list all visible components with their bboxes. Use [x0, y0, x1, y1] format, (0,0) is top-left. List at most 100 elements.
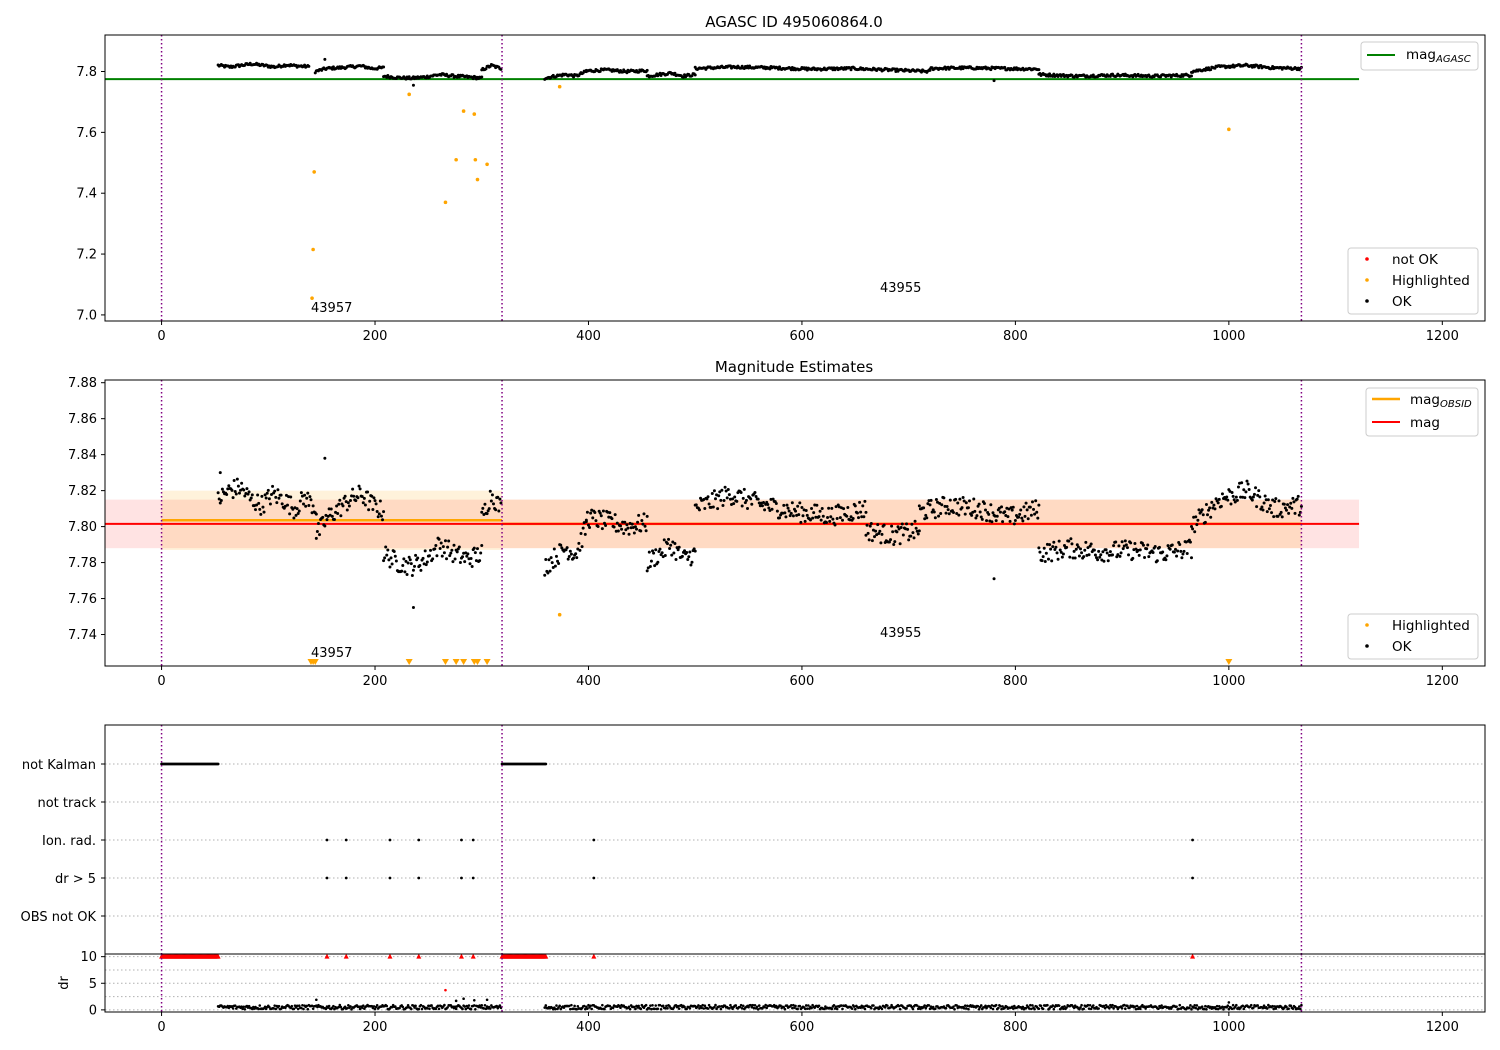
panel2-frame [104, 379, 1486, 667]
panel2-ok-point [347, 504, 351, 508]
panel2-ok-point [677, 545, 681, 549]
panel4-dr-point [311, 1007, 315, 1010]
panel2-ok-point [434, 543, 438, 547]
panel2-ok-point [895, 530, 899, 534]
panel2-ok-point [771, 497, 775, 501]
panel4-capped-marker [591, 953, 597, 959]
panel2-ok-point [1299, 504, 1303, 508]
panel2-obsid-label-1: 43957 [311, 646, 352, 661]
panel4-dr-point [1189, 1003, 1192, 1007]
panel2-ok-point [874, 529, 878, 533]
panel4-dr-point [1271, 1004, 1274, 1008]
panel4-dr-point [911, 1007, 915, 1011]
panel2-ok-point [1052, 540, 1056, 544]
panel2-ok-point [896, 525, 900, 529]
panel2-ok-point [833, 523, 837, 527]
panel2-ok-point [669, 543, 673, 547]
panel2-ok-point [791, 514, 795, 518]
panel2-ok-point [303, 493, 307, 497]
panel2-ok-point [831, 517, 835, 521]
panel4-dr-point [989, 1006, 993, 1010]
panel2-ok-point [1105, 551, 1109, 555]
panel2-ok-point [442, 551, 446, 555]
panel2-xtick-label: 1200 [1426, 674, 1459, 689]
panel2-ok-point [382, 559, 386, 563]
panel2-ok-point [861, 504, 865, 508]
panel2-ok-point [1297, 513, 1301, 517]
panel4-dr-point [979, 1004, 983, 1007]
panel2-ok-point [658, 547, 662, 551]
panel4-dr-point [483, 1003, 487, 1007]
panel2-ok-point [804, 509, 808, 513]
panel4-dr-point [963, 1004, 967, 1007]
panel2-ok-point [1054, 545, 1058, 549]
panel2-ok-point [1021, 519, 1025, 523]
panel2-highlighted-offscale-marker [483, 659, 491, 665]
panel2-ok-point [909, 534, 913, 538]
panel2-ok-point [339, 514, 343, 518]
panel4-dr-point [1138, 1007, 1142, 1011]
panel4-dr-point [739, 1003, 743, 1007]
panel2-ok-point [1024, 501, 1028, 505]
panel4-capped-marker [416, 953, 422, 959]
panel2-ok-point [400, 569, 404, 573]
panel4-dr-point [373, 1007, 377, 1011]
panel4-dr-point [420, 1007, 424, 1011]
panel2-ok-point [951, 510, 955, 514]
panel2-ok-point [1206, 513, 1210, 517]
panel2-ok-point [1033, 512, 1037, 516]
panel2-ok-point [262, 510, 266, 514]
panel2-ok-point [615, 521, 619, 525]
panel2-ok-point [297, 509, 301, 513]
panel2-ok-point [405, 572, 409, 576]
panel2-ok-point [863, 499, 867, 503]
panel2-ok-point [625, 523, 629, 527]
panel2-ok-point [653, 564, 657, 568]
panel1-ok-point [1189, 74, 1193, 78]
panel2-ok-point [475, 547, 479, 551]
panel1-xtick-label: 800 [1003, 329, 1028, 344]
panel2-ok-point [917, 529, 921, 533]
panel2-ok-point [1106, 559, 1110, 563]
panel2-ok-point [726, 487, 730, 491]
panel4-dr-point [898, 1007, 902, 1011]
panel2-xtick-label: 400 [576, 674, 601, 689]
panel2-ok-point [382, 510, 386, 514]
panel2-ok-point [774, 502, 778, 506]
panel4-xtick-label: 600 [790, 1020, 815, 1035]
panel4-dr-point [1216, 1007, 1220, 1011]
panel2-ok-point [425, 560, 429, 564]
panel4-dr-point [419, 1003, 423, 1007]
panel1-ytick-label: 7.4 [76, 187, 97, 202]
panel2-ok-point [1189, 556, 1193, 560]
panel4-dr-point [976, 1005, 980, 1008]
panel1-ok-point [673, 71, 677, 75]
panel2-ok-point [446, 545, 450, 549]
panel2-ok-point [829, 515, 833, 519]
panel2-ok-point [1026, 517, 1030, 521]
panel2-ok-point [1263, 494, 1267, 498]
panel2-ok-point [1170, 543, 1174, 547]
panel4-dr-point [544, 1004, 548, 1007]
panel2-ok-point [1096, 558, 1100, 562]
panel2-ok-point [814, 515, 818, 519]
panel2-ok-point [354, 499, 358, 503]
panel2-ok-point [1172, 550, 1176, 554]
panel4-dr-point [1262, 1004, 1266, 1007]
panel4-dr-point [405, 1006, 409, 1009]
panel4-capped-marker [215, 953, 221, 959]
panel4-dr-point [810, 1006, 813, 1010]
panel4-dr-point [772, 1003, 776, 1007]
panel2-ok-point [309, 498, 313, 502]
panel4-dr-point [728, 1006, 731, 1010]
panel2-ok-point [438, 547, 442, 551]
panel4-dr-point [688, 1006, 692, 1010]
panel4-capped-marker [543, 953, 549, 959]
panel4-dr-point [375, 1004, 379, 1007]
panel2-highlighted-offscale-marker [405, 659, 413, 665]
panel2-ok-point [383, 556, 387, 560]
panel2-ok-point [421, 556, 425, 560]
panel4-dr-point [1249, 1003, 1253, 1007]
panel4-dr-point [608, 1004, 612, 1008]
panel2-ok-point [784, 515, 788, 519]
